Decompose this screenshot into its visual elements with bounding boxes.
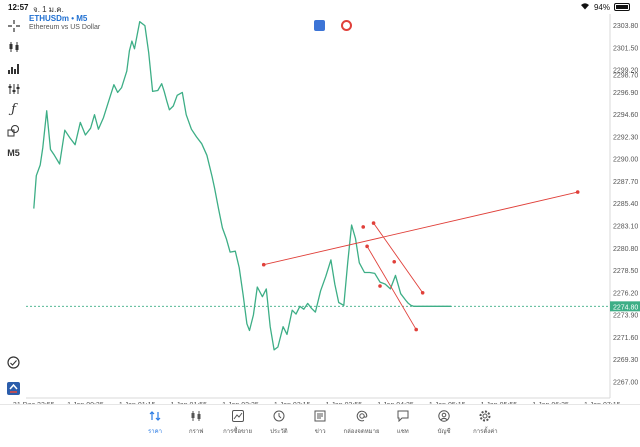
app-logo-icon[interactable]	[5, 380, 22, 397]
trade-icon	[218, 409, 258, 423]
nav-label: ราคา	[148, 429, 162, 435]
y-tick-label: 2303.80	[613, 23, 638, 30]
nav-label: กล่องจดหมาย	[343, 429, 380, 435]
y-tick-label: 2271.60	[613, 335, 638, 342]
x-tick-label: 1 Jan 03:15	[274, 402, 311, 404]
trendline	[373, 222, 424, 294]
one-click-trading	[314, 20, 352, 31]
trendline-anchor-point	[361, 225, 366, 229]
y-tick-label: 2287.70	[613, 179, 638, 186]
y-tick-label: 2296.90	[613, 90, 638, 97]
y-tick-label: 2290.00	[613, 157, 638, 164]
trendline-anchor-point	[378, 284, 382, 288]
trendline	[366, 246, 417, 330]
y-tick-label: 2298.70	[613, 72, 638, 79]
chart-icon	[176, 409, 216, 423]
history-icon	[259, 409, 299, 423]
y-tick-label: 2292.30	[613, 134, 638, 141]
x-tick-label: 1 Jan 05:55	[481, 402, 518, 404]
price-icon	[135, 409, 175, 423]
y-tick-label: 2273.90	[613, 313, 638, 320]
bar-style-icon[interactable]	[5, 59, 22, 76]
y-tick-label: 2283.10	[613, 223, 638, 230]
x-tick-label: 1 Jan 05:15	[429, 402, 466, 404]
nav-label: ประวัติ	[270, 429, 288, 435]
settings-icon	[465, 409, 505, 423]
x-tick-label: 1 Jan 07:15	[584, 402, 621, 404]
chat-icon	[383, 409, 423, 423]
function-icon[interactable]: ƒ	[11, 102, 16, 117]
y-tick-label: 2276.20	[613, 290, 638, 297]
trendline	[263, 191, 578, 266]
status-bar: 12:57 จ. 1 ม.ค. 94%	[0, 0, 640, 14]
x-tick-label: 1 Jan 06:35	[532, 402, 569, 404]
nav-item-price[interactable]: ราคา	[135, 409, 175, 436]
x-tick-label: 1 Jan 03:55	[326, 402, 363, 404]
status-time: 12:57	[8, 3, 29, 12]
timeframe-label[interactable]: M5	[7, 147, 20, 158]
y-tick-label: 2267.00	[613, 379, 638, 386]
trendline-anchor-point	[414, 327, 418, 332]
status-date: จ. 1 ม.ค.	[33, 5, 64, 14]
left-toolbar: ƒ M5	[0, 14, 26, 399]
bottom-navigation: ราคา กราฟ การซื้อขาย ประวัติ ข่าว กล่องจดหมาย…	[0, 404, 640, 447]
x-tick-label: 1 Jan 00:35	[67, 402, 104, 404]
nav-item-settings[interactable]: การตั้งค่า	[465, 409, 505, 436]
nav-label: กราฟ	[189, 429, 204, 435]
nav-item-trade[interactable]: การซื้อขาย	[218, 409, 258, 436]
objects-icon[interactable]	[5, 122, 22, 139]
status-right: 94%	[580, 2, 630, 12]
nav-item-history[interactable]: ประวัติ	[259, 409, 299, 436]
nav-label: ข่าว	[314, 429, 326, 435]
y-tick-label: 2278.50	[613, 268, 638, 275]
account-icon	[424, 409, 464, 423]
mailbox-icon	[342, 409, 382, 423]
x-tick-label: 1 Jan 01:55	[170, 402, 207, 404]
trendline-anchor-point	[365, 244, 369, 249]
y-tick-label: 2294.60	[613, 112, 638, 119]
y-tick-label: 2269.30	[613, 357, 638, 364]
y-tick-label: 2285.40	[613, 201, 638, 208]
x-tick-label: 31 Dec 23:55	[13, 402, 55, 404]
x-tick-label: 1 Jan 01:15	[119, 402, 156, 404]
nav-label: แชท	[396, 429, 409, 435]
wifi-icon	[580, 2, 590, 12]
symbol-title[interactable]: ETHUSDm • M5	[29, 14, 88, 23]
trendline-anchor-point	[420, 290, 425, 295]
price-series-line	[33, 21, 452, 351]
nav-item-chat[interactable]: แชท	[383, 409, 423, 436]
x-tick-label: 1 Jan 02:35	[222, 402, 259, 404]
zoom-icon[interactable]	[5, 354, 22, 371]
nav-label: การตั้งค่า	[473, 429, 498, 435]
y-tick-label: 2280.80	[613, 246, 638, 253]
crosshair-icon[interactable]	[5, 17, 22, 34]
nav-label: บัญชี	[437, 429, 451, 435]
symbol-description: Ethereum vs US Dollar	[29, 24, 101, 31]
trendline-anchor-point	[261, 262, 266, 267]
x-tick-label: 1 Jan 04:35	[377, 402, 414, 404]
trendline-anchor-point	[392, 260, 397, 264]
nav-item-mailbox[interactable]: กล่องจดหมาย	[342, 409, 382, 436]
nav-item-account[interactable]: บัญชี	[424, 409, 464, 436]
battery-percent: 94%	[593, 2, 610, 12]
y-tick-label: 2299.20	[613, 68, 638, 75]
market-watch-icon[interactable]	[341, 20, 352, 31]
nav-item-chart[interactable]: กราฟ	[176, 409, 216, 436]
nav-label: การซื้อขาย	[223, 429, 253, 435]
trendline-anchor-point	[575, 190, 580, 194]
trendline-anchor-point	[371, 221, 376, 225]
current-price-label: 2274.80	[613, 304, 638, 311]
news-icon	[300, 409, 340, 423]
indicators-icon[interactable]	[5, 80, 22, 97]
candles-icon[interactable]	[5, 38, 22, 55]
nav-item-news[interactable]: ข่าว	[300, 409, 340, 436]
current-price-badge	[610, 301, 640, 312]
one-click-trading-icon[interactable]	[314, 20, 325, 31]
y-tick-label: 2301.50	[613, 45, 638, 52]
battery-icon	[614, 3, 630, 11]
